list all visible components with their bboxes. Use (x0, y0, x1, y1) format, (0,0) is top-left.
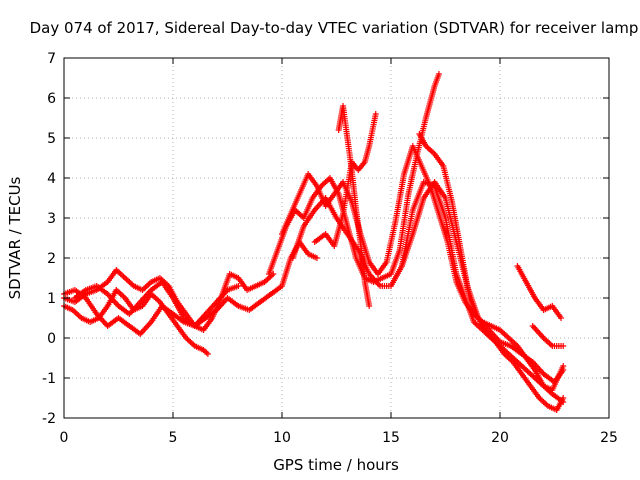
x-tick-label: 5 (169, 430, 178, 446)
x-tick-label: 20 (491, 430, 509, 446)
series-track-9 (335, 103, 373, 309)
data-point (366, 303, 373, 309)
y-tick-label: 6 (47, 91, 56, 107)
data-point (558, 315, 565, 321)
y-tick-label: 7 (47, 51, 56, 67)
x-tick-label: 25 (600, 430, 618, 446)
series-track-12 (514, 263, 565, 321)
y-tick-label: 0 (47, 331, 56, 347)
y-tick-label: 5 (47, 131, 56, 147)
x-tick-label: 10 (273, 430, 291, 446)
series-track-4 (71, 239, 320, 329)
y-tick-label: -1 (42, 371, 56, 387)
y-tick-label: -2 (42, 411, 56, 427)
data-point (435, 71, 442, 77)
y-axis-title: SDTVAR / TECUs (6, 176, 24, 299)
data-point (560, 367, 567, 373)
data-point (560, 395, 567, 401)
series-track-11 (416, 131, 567, 413)
axis-ticks: 0 5 10 15 20 25 -2 -1 0 1 2 3 4 5 6 7 (42, 51, 618, 446)
x-axis-title: GPS time / hours (273, 456, 399, 474)
data-point (313, 255, 320, 261)
x-tick-label: 0 (60, 430, 69, 446)
data-point (235, 283, 242, 289)
y-tick-label: 3 (47, 211, 56, 227)
data-point (204, 351, 211, 357)
series-track-13 (529, 323, 567, 349)
series-track-5 (265, 71, 442, 285)
x-tick-label: 15 (382, 430, 400, 446)
plot-frame (63, 57, 610, 419)
y-tick-label: 4 (47, 171, 56, 187)
data-markers (61, 71, 567, 413)
y-tick-label: 1 (47, 291, 56, 307)
y-tick-label: 2 (47, 251, 56, 267)
chart-title: Day 074 of 2017, Sidereal Day-to-day VTE… (30, 19, 639, 37)
data-point (372, 111, 379, 117)
data-point (560, 343, 567, 349)
